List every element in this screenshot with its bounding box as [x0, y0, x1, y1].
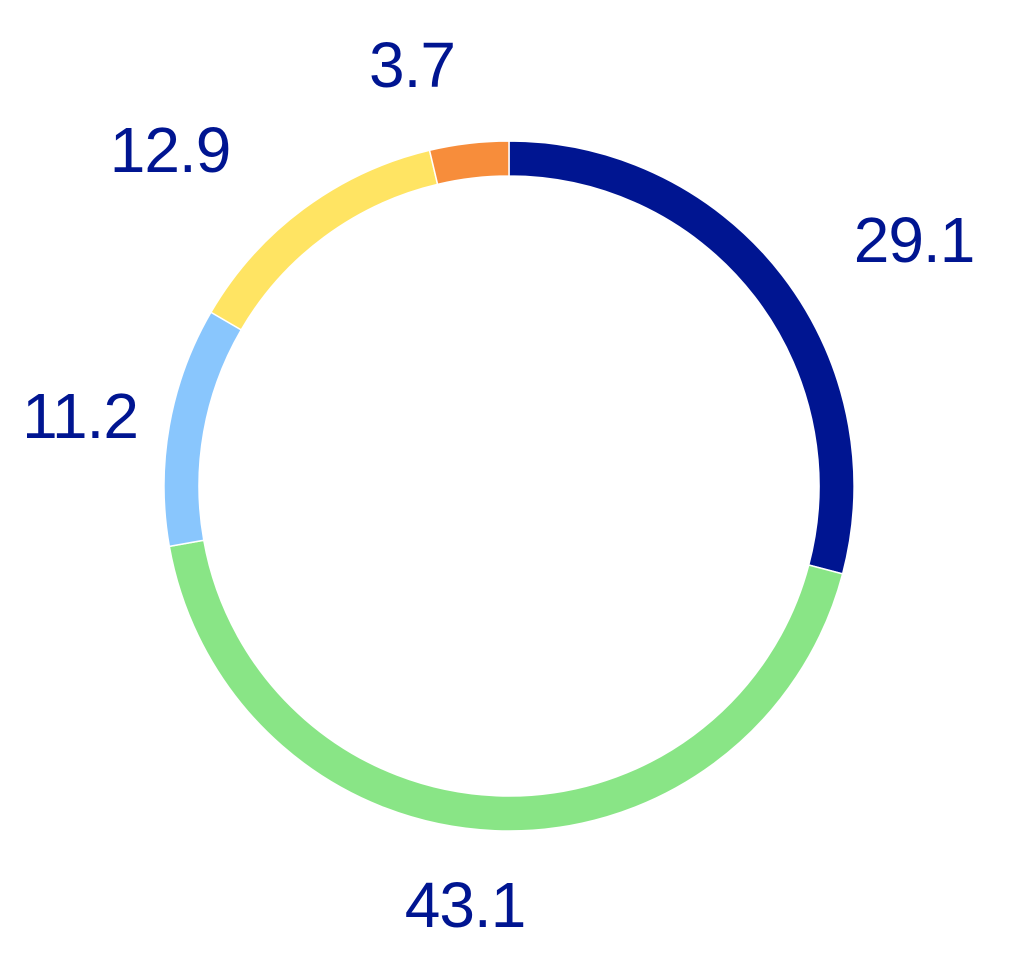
slice-label-43-1: 43.1: [405, 869, 526, 941]
labels-layer: 29.1 43.1 11.2 12.9 3.7: [22, 29, 975, 941]
slice-label-3-7: 3.7: [369, 29, 455, 101]
slice-label-12-9: 12.9: [110, 114, 231, 186]
slice-label-29-1: 29.1: [854, 204, 975, 276]
slice-label-11-2: 11.2: [22, 380, 138, 452]
slice-43-1: [168, 539, 844, 832]
slice-29-1: [508, 140, 855, 575]
slice-3-7: [428, 140, 510, 186]
slice-12-9: [209, 149, 439, 331]
slice-11-2: [163, 311, 243, 548]
slices-layer: [163, 140, 855, 832]
